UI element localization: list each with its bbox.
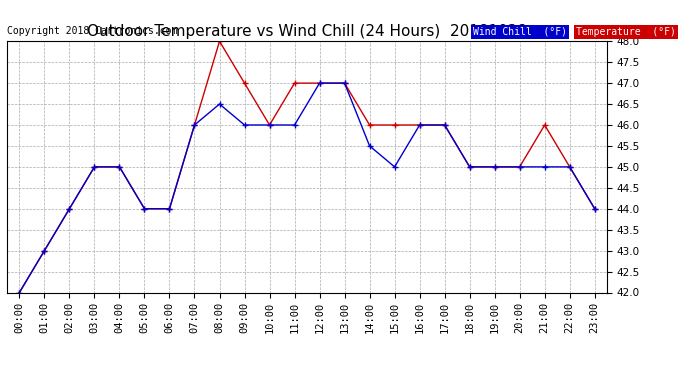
Text: Copyright 2018 Cartronics.com: Copyright 2018 Cartronics.com bbox=[7, 26, 177, 36]
Title: Outdoor Temperature vs Wind Chill (24 Hours)  20181028: Outdoor Temperature vs Wind Chill (24 Ho… bbox=[87, 24, 527, 39]
Text: Temperature  (°F): Temperature (°F) bbox=[576, 27, 676, 37]
Text: Wind Chill  (°F): Wind Chill (°F) bbox=[473, 27, 566, 37]
